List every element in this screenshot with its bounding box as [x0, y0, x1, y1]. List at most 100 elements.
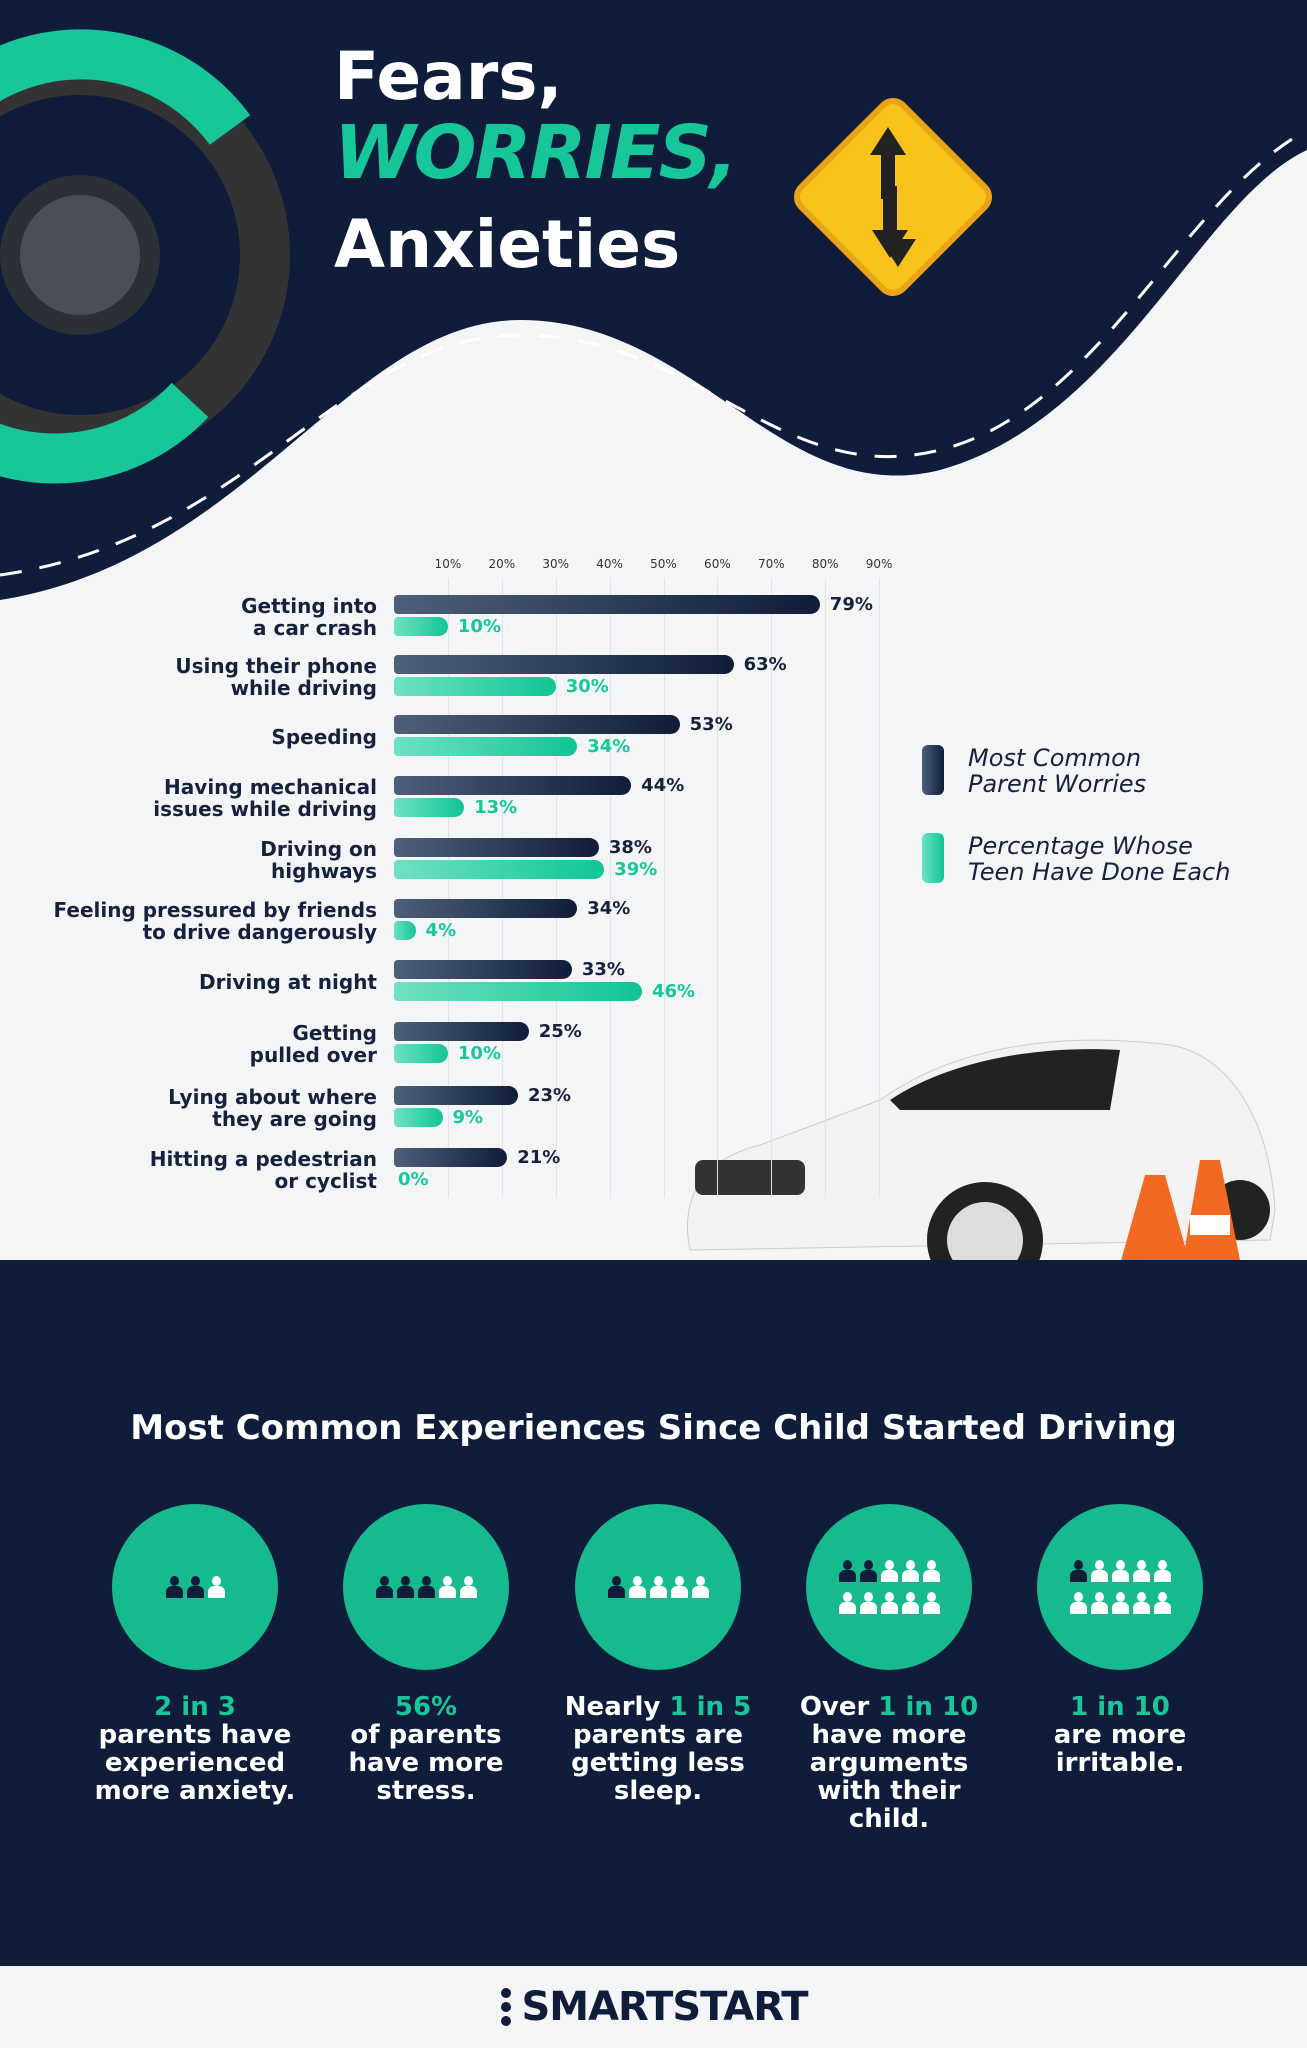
steering-wheel-icon: [0, 29, 290, 484]
people-icon-circle: [1037, 1504, 1203, 1670]
stat-highlight: 1 in 5: [669, 1692, 752, 1722]
category-label-line: issues while driving: [153, 797, 377, 821]
person-icon: [207, 1576, 226, 1598]
grid-line: [609, 578, 611, 1198]
category-label-line: or cyclist: [274, 1169, 378, 1193]
person-icon: [880, 1560, 899, 1582]
legend-line: Teen Have Done Each: [968, 858, 1231, 886]
person-icon: [838, 1560, 857, 1582]
value-label-teen-done: 34%: [587, 736, 631, 757]
axis-tick-label: 90%: [865, 557, 893, 571]
bar-parent-worry: [394, 1022, 529, 1041]
value-label-parent-worry: 63%: [743, 654, 787, 675]
category-label-line: Having mechanical: [164, 775, 377, 799]
value-label-parent-worry: 34%: [587, 898, 631, 919]
person-icon: [607, 1576, 626, 1598]
bar-parent-worry: [394, 838, 599, 857]
person-icon: [922, 1592, 941, 1614]
person-icon: [1069, 1592, 1088, 1614]
person-icon: [1132, 1592, 1151, 1614]
stat-description: of parents have more stress.: [348, 1720, 504, 1806]
grid-line: [555, 578, 557, 1198]
value-label-teen-done: 0%: [398, 1169, 429, 1190]
legend-line: Parent Worries: [968, 770, 1147, 798]
category-label: Speeding: [17, 726, 377, 748]
grid-line: [663, 578, 665, 1198]
person-icon: [838, 1592, 857, 1614]
person-icon: [859, 1592, 878, 1614]
stat-description: are more irritable.: [1053, 1720, 1187, 1778]
category-label-line: Using their phone: [175, 654, 377, 678]
category-label: Lying about where they are going: [17, 1086, 377, 1130]
bar-teen-done: [394, 617, 448, 636]
category-label: Driving at night: [17, 971, 377, 993]
stat-highlight: 56%: [394, 1692, 458, 1722]
title-line-1: Fears,: [334, 38, 563, 115]
category-label-line: Speeding: [271, 725, 377, 749]
stat-prefix: Over: [799, 1692, 879, 1722]
person-icon: [1111, 1592, 1130, 1614]
title-line-2: WORRIES,: [334, 110, 738, 196]
people-icon-circle: [343, 1504, 509, 1670]
bar-parent-worry: [394, 1086, 518, 1105]
experiences-title: Most Common Experiences Since Child Star…: [130, 1408, 1177, 1448]
stat-description: parents are getting less sleep.: [571, 1720, 745, 1806]
value-label-teen-done: 10%: [457, 1043, 501, 1064]
category-label: Getting into a car crash: [17, 595, 377, 639]
person-icon: [417, 1576, 436, 1598]
road-dashes: [0, 128, 1307, 577]
experience-stat: 2 in 3 parents have experienced more anxi…: [85, 1693, 305, 1805]
grid-line: [771, 578, 773, 1198]
category-label: Feeling pressured by friends to drive dan…: [17, 899, 377, 943]
person-icon: [880, 1592, 899, 1614]
bar-teen-done: [394, 737, 578, 756]
people-icon-circle: [575, 1504, 741, 1670]
category-label: Having mechanical issues while driving: [17, 776, 377, 820]
axis-tick-label: 30%: [542, 557, 570, 571]
legend-swatch-teen-done: [922, 833, 944, 883]
person-icon: [459, 1576, 478, 1598]
bar-teen-done: [394, 1044, 448, 1063]
category-label: Driving on highways: [17, 838, 377, 882]
category-label: Hitting a pedestrian or cyclist: [17, 1148, 377, 1192]
stat-highlight: 2 in 3: [154, 1692, 236, 1722]
value-label-parent-worry: 79%: [829, 594, 873, 615]
smartstart-logo-icon: [501, 1988, 512, 2026]
person-icon: [1090, 1560, 1109, 1582]
person-icon: [1153, 1592, 1172, 1614]
stat-highlight: 1 in 10: [1070, 1692, 1170, 1722]
bar-parent-worry: [394, 960, 572, 979]
grid-line: [501, 578, 503, 1198]
person-icon: [1090, 1592, 1109, 1614]
person-icon: [375, 1576, 394, 1598]
value-label-teen-done: 13%: [474, 797, 518, 818]
legend-line: Percentage Whose: [968, 832, 1193, 860]
person-icon: [438, 1576, 457, 1598]
experience-stat: Over 1 in 10 have more arguments with the…: [779, 1693, 999, 1833]
person-icon: [186, 1576, 205, 1598]
grid-line: [717, 578, 719, 1198]
person-icon: [628, 1576, 647, 1598]
bar-teen-done: [394, 982, 642, 1001]
people-icon-circle: [112, 1504, 278, 1670]
people-icon-circle: [806, 1504, 972, 1670]
bar-parent-worry: [394, 715, 680, 734]
bar-parent-worry: [394, 595, 820, 614]
legend-label-teen-done: Percentage Whose Teen Have Done Each: [968, 833, 1230, 885]
axis-tick-label: 50%: [650, 557, 677, 571]
person-icon: [165, 1576, 184, 1598]
value-label-parent-worry: 33%: [581, 959, 625, 980]
bar-teen-done: [394, 921, 416, 940]
value-label-parent-worry: 25%: [538, 1021, 582, 1042]
category-label-line: Hitting a pedestrian: [149, 1147, 377, 1171]
category-label: Getting pulled over: [17, 1022, 377, 1066]
title-line-3: Anxieties: [334, 206, 681, 283]
legend-label-parent-worries: Most Common Parent Worries: [968, 745, 1146, 797]
person-icon: [396, 1576, 415, 1598]
bar-parent-worry: [394, 1148, 508, 1167]
stat-prefix: Nearly: [564, 1692, 670, 1722]
footer: SMARTSTART: [0, 1966, 1307, 2048]
value-label-teen-done: 4%: [425, 920, 457, 941]
bar-teen-done: [394, 677, 556, 696]
experience-stat: 56% of parents have more stress.: [316, 1693, 536, 1805]
